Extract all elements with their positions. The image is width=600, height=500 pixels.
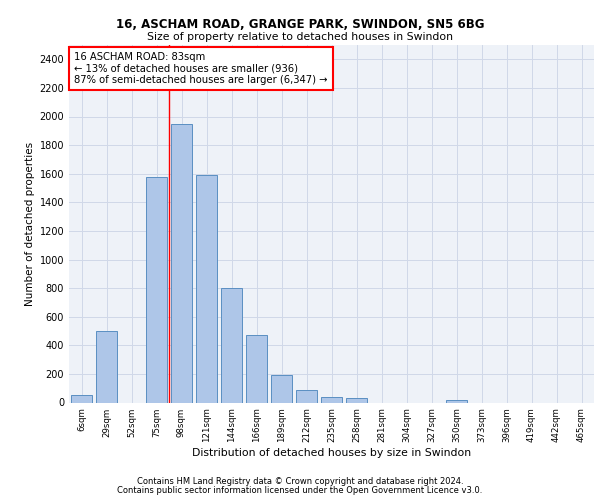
- Bar: [321, 398, 342, 402]
- Bar: [271, 374, 292, 402]
- Bar: [146, 176, 167, 402]
- Y-axis label: Number of detached properties: Number of detached properties: [25, 142, 35, 306]
- Text: 16, ASCHAM ROAD, GRANGE PARK, SWINDON, SN5 6BG: 16, ASCHAM ROAD, GRANGE PARK, SWINDON, S…: [116, 18, 484, 30]
- Bar: [221, 288, 242, 403]
- Bar: [446, 400, 467, 402]
- Text: Contains HM Land Registry data © Crown copyright and database right 2024.: Contains HM Land Registry data © Crown c…: [137, 477, 463, 486]
- Bar: [71, 394, 92, 402]
- Bar: [296, 390, 317, 402]
- Text: Contains public sector information licensed under the Open Government Licence v3: Contains public sector information licen…: [118, 486, 482, 495]
- Bar: [171, 124, 192, 402]
- Text: Size of property relative to detached houses in Swindon: Size of property relative to detached ho…: [147, 32, 453, 42]
- Bar: [196, 175, 217, 402]
- Bar: [346, 398, 367, 402]
- Bar: [96, 331, 117, 402]
- Bar: [246, 334, 267, 402]
- X-axis label: Distribution of detached houses by size in Swindon: Distribution of detached houses by size …: [192, 448, 471, 458]
- Text: 16 ASCHAM ROAD: 83sqm
← 13% of detached houses are smaller (936)
87% of semi-det: 16 ASCHAM ROAD: 83sqm ← 13% of detached …: [74, 52, 328, 86]
